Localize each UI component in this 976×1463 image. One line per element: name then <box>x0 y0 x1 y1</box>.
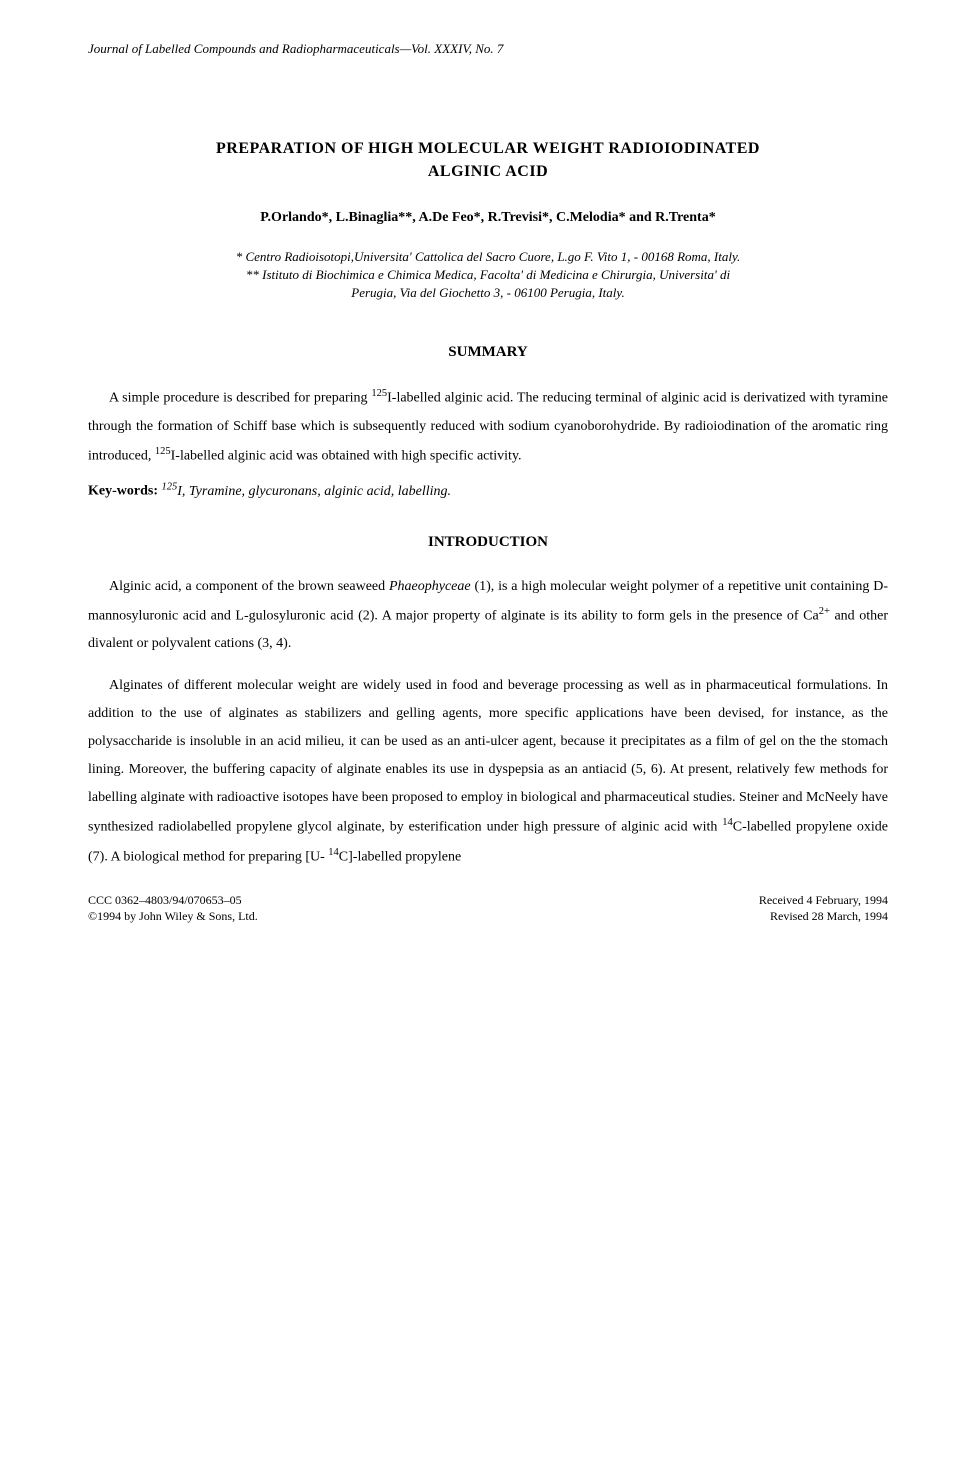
footer-right: Received 4 February, 1994 Revised 28 Mar… <box>759 892 888 926</box>
affiliation-1: * Centro Radioisotopi,Universita' Cattol… <box>88 248 888 266</box>
affiliation-3: Perugia, Via del Giochetto 3, - 06100 Pe… <box>88 284 888 302</box>
authors-list: P.Orlando*, L.Binaglia**, A.De Feo*, R.T… <box>88 208 888 228</box>
keywords-line: Key-words: 125I, Tyramine, glycuronans, … <box>88 480 888 501</box>
received-date: Received 4 February, 1994 <box>759 892 888 909</box>
title-line-1: PREPARATION OF HIGH MOLECULAR WEIGHT RAD… <box>88 138 888 160</box>
footer-left: CCC 0362–4803/94/070653–05 ©1994 by John… <box>88 892 258 926</box>
copyright-text: ©1994 by John Wiley & Sons, Ltd. <box>88 908 258 925</box>
affiliation-2: ** Istituto di Biochimica e Chimica Medi… <box>88 266 888 284</box>
intro-paragraph-2: Alginates of different molecular weight … <box>88 672 888 871</box>
affiliations: * Centro Radioisotopi,Universita' Cattol… <box>88 248 888 303</box>
revised-date: Revised 28 March, 1994 <box>759 908 888 925</box>
summary-paragraph: A simple procedure is described for prep… <box>88 383 888 470</box>
summary-heading: SUMMARY <box>88 342 888 363</box>
title-line-2: ALGINIC ACID <box>88 161 888 183</box>
ccc-code: CCC 0362–4803/94/070653–05 <box>88 892 258 909</box>
journal-header: Journal of Labelled Compounds and Radiop… <box>88 40 888 58</box>
article-title: PREPARATION OF HIGH MOLECULAR WEIGHT RAD… <box>88 138 888 183</box>
keywords-text: 125I, Tyramine, glycuronans, alginic aci… <box>162 484 452 499</box>
page-footer: CCC 0362–4803/94/070653–05 ©1994 by John… <box>88 892 888 926</box>
introduction-heading: INTRODUCTION <box>88 532 888 553</box>
keywords-label: Key-words: <box>88 484 158 499</box>
intro-paragraph-1: Alginic acid, a component of the brown s… <box>88 573 888 659</box>
